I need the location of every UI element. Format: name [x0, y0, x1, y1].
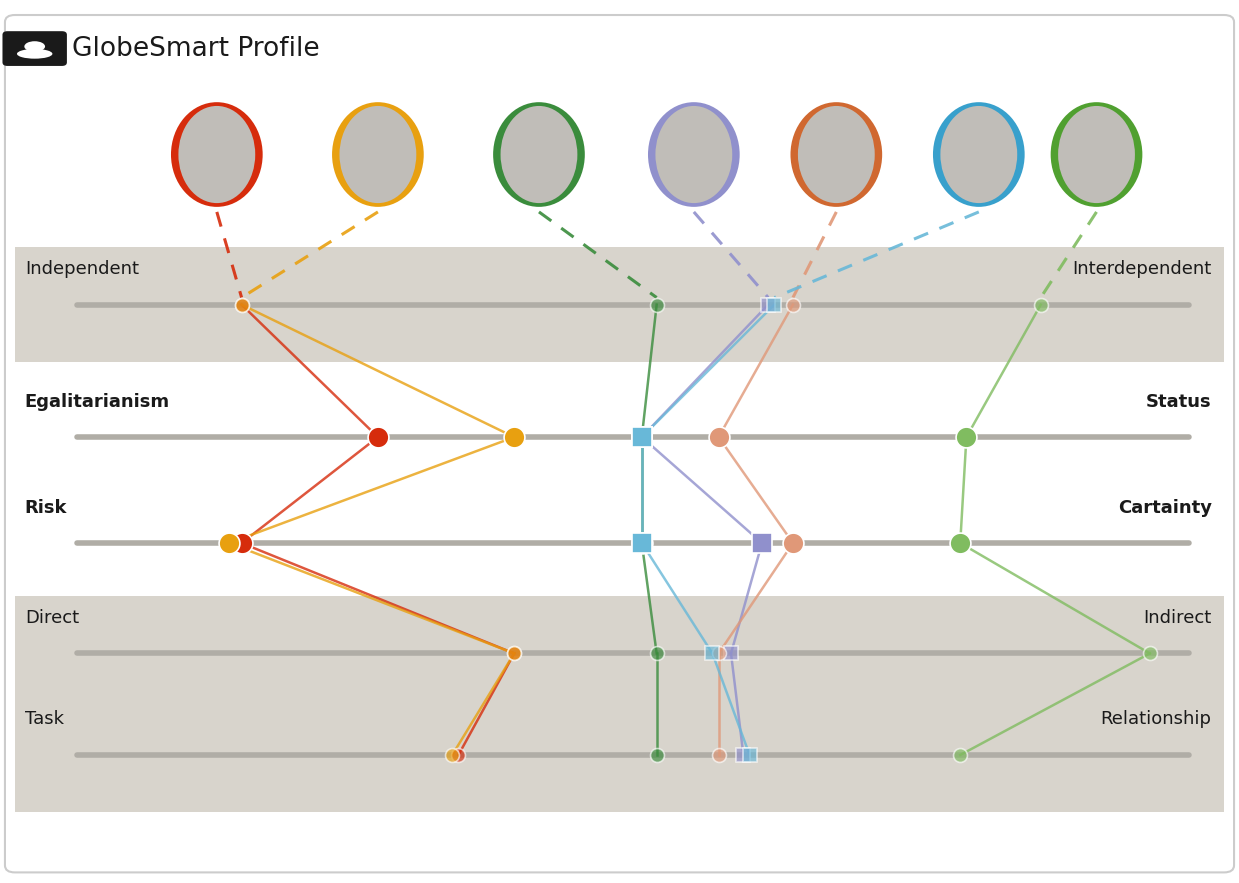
- Text: Interdependent: Interdependent: [1073, 260, 1212, 278]
- Ellipse shape: [933, 102, 1025, 207]
- Bar: [15, 247, 1224, 362]
- Text: Egalitarianism: Egalitarianism: [25, 393, 170, 411]
- Text: Independent: Independent: [25, 260, 139, 278]
- Ellipse shape: [332, 102, 424, 207]
- Text: GlobeSmart Profile: GlobeSmart Profile: [72, 35, 320, 62]
- Ellipse shape: [1058, 106, 1135, 203]
- Bar: [15, 596, 1224, 711]
- Ellipse shape: [17, 49, 52, 58]
- Text: Relationship: Relationship: [1100, 711, 1212, 728]
- Ellipse shape: [493, 102, 585, 207]
- Text: Cartainty: Cartainty: [1118, 499, 1212, 517]
- Text: Direct: Direct: [25, 609, 79, 627]
- Ellipse shape: [25, 42, 45, 52]
- Ellipse shape: [655, 106, 732, 203]
- Bar: [15, 698, 1224, 812]
- Text: Risk: Risk: [25, 499, 67, 517]
- FancyBboxPatch shape: [5, 15, 1234, 872]
- Ellipse shape: [940, 106, 1017, 203]
- Ellipse shape: [171, 102, 263, 207]
- Text: Task: Task: [25, 711, 63, 728]
- Text: Status: Status: [1146, 393, 1212, 411]
- Text: Indirect: Indirect: [1144, 609, 1212, 627]
- Ellipse shape: [339, 106, 416, 203]
- Ellipse shape: [648, 102, 740, 207]
- Ellipse shape: [1051, 102, 1142, 207]
- Ellipse shape: [798, 106, 875, 203]
- Ellipse shape: [178, 106, 255, 203]
- Ellipse shape: [501, 106, 577, 203]
- FancyBboxPatch shape: [2, 31, 67, 66]
- Ellipse shape: [790, 102, 882, 207]
